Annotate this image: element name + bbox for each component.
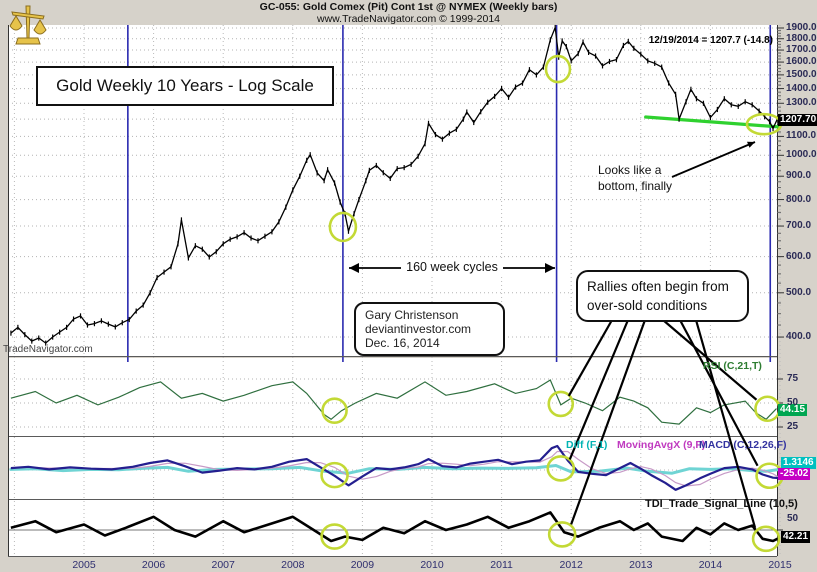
year-label: 2010 [420,559,444,571]
last-price-badge: 1207.70 [778,114,817,126]
bottom-note-line: Looks like a [598,163,662,177]
movingavgx-series [10,450,779,487]
year-label: 2007 [211,559,235,571]
year-label: 2011 [490,559,513,571]
price-tick-label: 1800.0 [786,32,817,44]
year-label: 2006 [141,559,166,571]
macd-indicator-label: MACD (C,12,26,F) [699,439,787,451]
gold-scales-icon-part [33,19,47,35]
rallies-line: Rallies often begin from [587,279,729,294]
price-tick-label: 1300.0 [786,97,817,109]
oversold-circle [544,54,572,84]
bottom-arrow-head [747,141,755,148]
macd-series [10,444,778,491]
price-tick-label: 1000.0 [786,149,817,161]
oversold-circle [320,461,349,489]
oversold-circle [321,397,348,424]
tdi-indicator-label: TDI_Trade_Signal_Line (10,5) [645,498,798,510]
rsi-value-badge: 44.15 [778,404,808,416]
bottom-note-line: bottom, finally [598,179,673,193]
price-tick-label: 800.0 [786,193,812,205]
credit-line: deviantinvestor.com [365,322,472,336]
pointer-line [568,319,630,460]
gold-scales-icon-part [11,11,45,20]
oversold-circle [751,525,781,553]
chart-title-box: Gold Weekly 10 Years - Log Scale [36,66,334,106]
year-label: 2013 [629,559,653,571]
oversold-circle [547,390,575,418]
price-tick-label: 1400.0 [786,82,817,94]
panel-watermark: TradeNavigator.com [3,344,93,355]
price-tick-label: 900.0 [786,170,812,182]
cycle-annotation-label: 160 week cycles [401,260,503,274]
bottom-arrow [671,141,756,178]
pointer-line [694,319,757,529]
cycles-arrow-right-head [545,263,555,273]
diff-value-badge: 1.3146 [781,457,816,469]
rsi-tick-label: 25 [787,421,799,432]
price-tick-label: 400.0 [786,331,812,343]
tdi-axis-tick: 50 [787,513,799,524]
price-tick-label: 1100.0 [786,130,817,142]
price-tick-label: 600.0 [786,250,812,262]
last-quote-readout: 12/19/2014 = 1207.7 (-14.8) [648,35,773,46]
rallies-annotation-box: Rallies often begin from over-sold condi… [576,270,749,322]
year-label: 2008 [281,559,305,571]
movingavgx-indicator-label: MovingAvgX (9,F) [617,439,706,451]
price-tick-label: 1900.0 [786,22,817,33]
tdi-series [10,511,779,543]
oversold-circle [546,455,576,482]
chart-header-title: GC-055: Gold Comex (Pit) Cont 1st @ NYME… [259,1,558,13]
oversold-circle [320,523,349,550]
price-tick-label: 1500.0 [786,68,817,80]
tdi-panel-bg [8,500,777,556]
bottom-annotation: Looks like a bottom, finally [598,162,672,194]
credit-line: Dec. 16, 2014 [365,336,440,350]
tdi-value-badge: 42.21 [781,531,811,543]
pointer-line [662,319,758,401]
price-tick-label: 1600.0 [786,56,817,68]
rsi-indicator-label: RSI (C,21,T) [703,360,762,372]
year-label: 2014 [698,559,723,571]
pointer-line [679,319,759,467]
gold-scales-icon-part [15,37,41,45]
rsi-series [10,379,777,425]
credit-line: Gary Christenson [365,308,459,322]
gold-scales-icon-part [9,15,23,31]
green-trendline [644,115,781,129]
gold-scales-icon [9,5,47,45]
year-label: 2009 [350,559,375,571]
year-label: 2015 [768,559,792,571]
cycles-arrow-left-head [349,263,359,273]
oversold-circle [328,211,358,243]
tradenavigator-watermark: www.TradeNavigator.com © 1999-2014 [316,13,501,25]
macd-value-badge: -25.02 [778,468,811,480]
diff-indicator-label: Diff (F,1) [566,439,608,451]
pointer-line [567,319,613,397]
rsi-tick-label: 75 [787,373,799,384]
price-tick-label: 700.0 [786,220,812,232]
credit-annotation-box: Gary Christenson deviantinvestor.com Dec… [354,302,505,356]
oversold-circle [547,521,577,548]
year-label: 2005 [72,559,96,571]
year-label: 2012 [559,559,583,571]
rallies-line: over-sold conditions [587,298,708,313]
diff-series [9,464,780,475]
price-tick-label: 1700.0 [786,44,817,56]
pointer-line [570,319,647,525]
rsi-tick-label: 50 [787,397,799,408]
price-tick-label: 500.0 [786,286,812,298]
